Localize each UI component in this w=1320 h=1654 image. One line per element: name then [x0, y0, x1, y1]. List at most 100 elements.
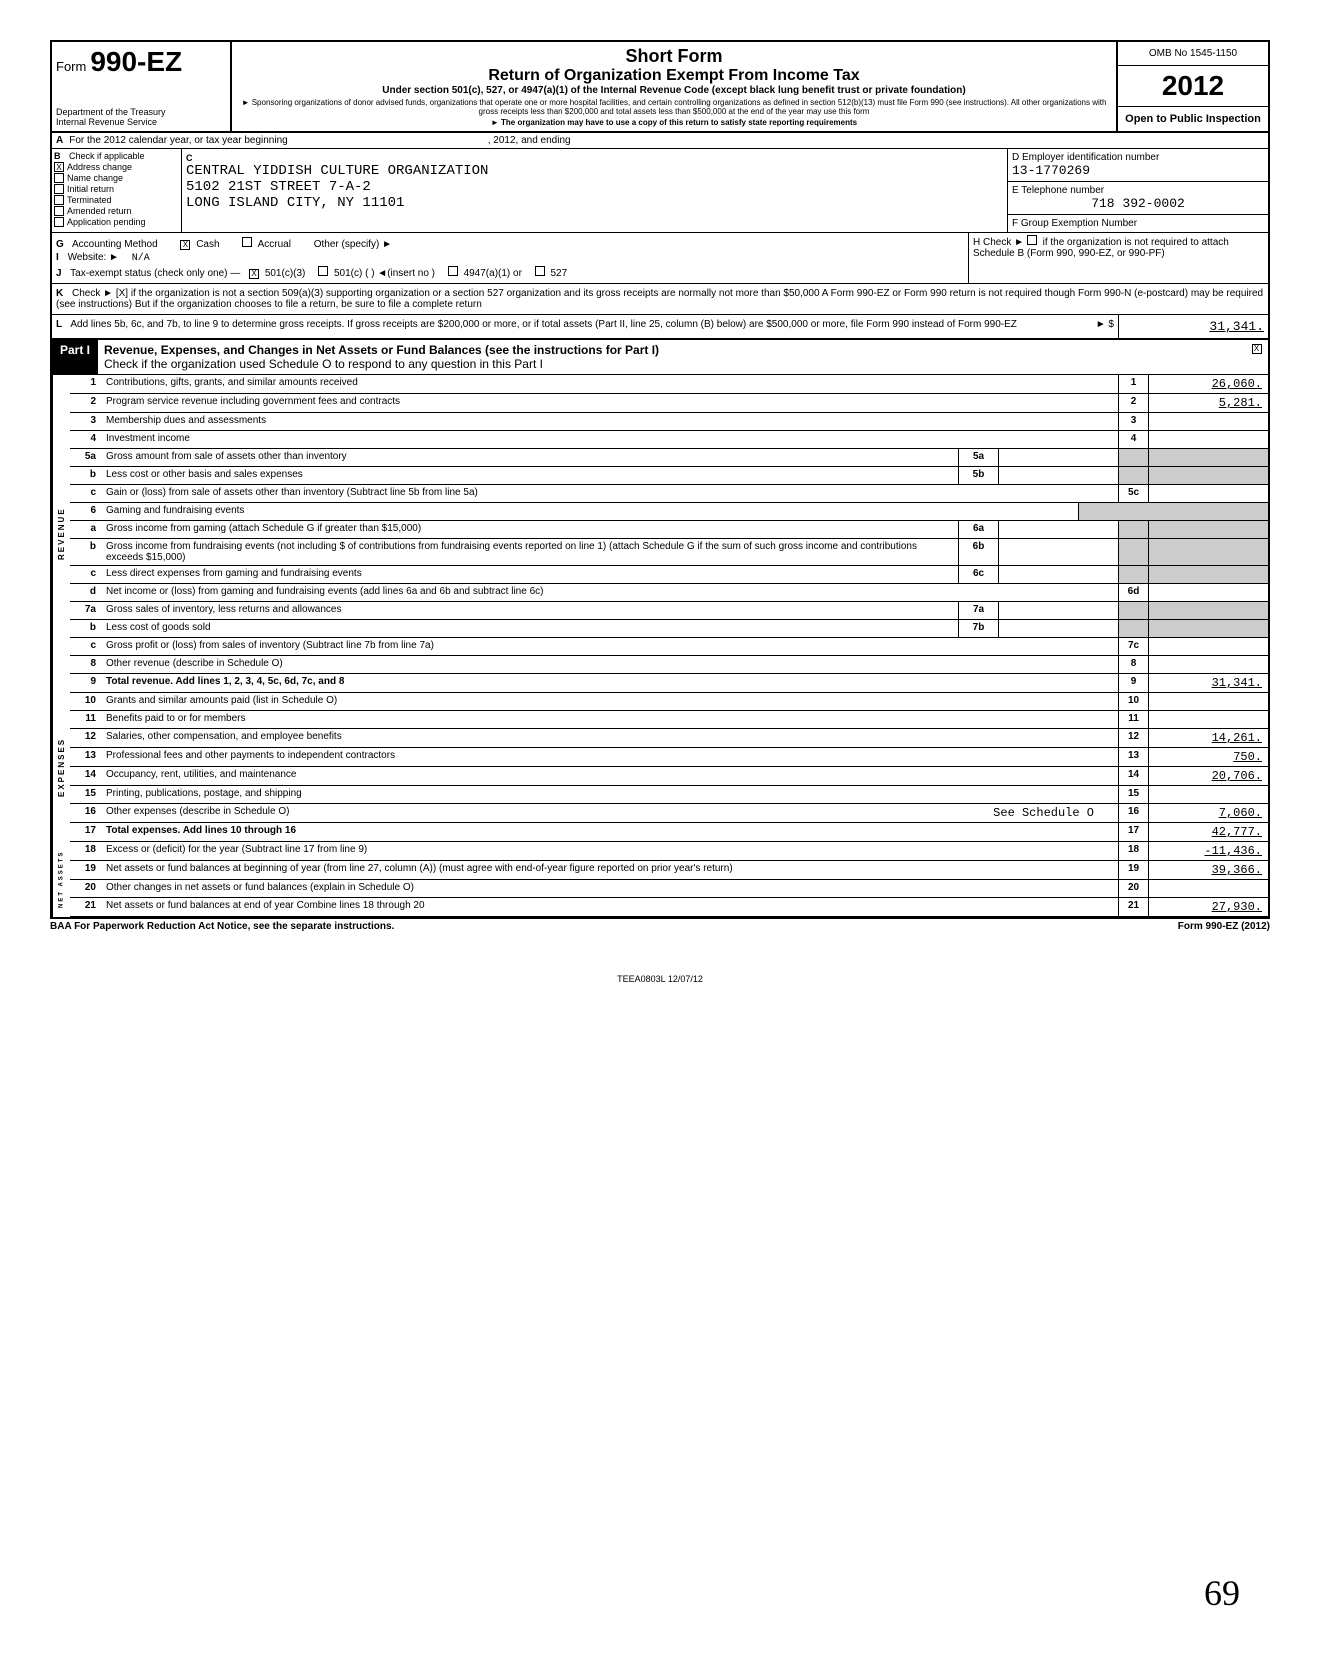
line-text: Gross income from gaming (attach Schedul…	[102, 521, 958, 538]
line-text: Gain or (loss) from sale of assets other…	[102, 485, 1118, 502]
end-num: 4	[1118, 431, 1148, 448]
line-text: Gaming and fundraising events	[102, 503, 1078, 520]
omb-number: OMB No 1545-1150	[1118, 42, 1268, 66]
footer-baa: BAA For Paperwork Reduction Act Notice, …	[50, 921, 394, 932]
form-header: Form 990-EZ Department of the Treasury I…	[52, 42, 1268, 133]
note-state: ► The organization may have to use a cop…	[240, 118, 1108, 127]
form-990ez: Form 990-EZ Department of the Treasury I…	[50, 40, 1270, 919]
line-text: Other changes in net assets or fund bala…	[102, 880, 1118, 897]
line-text: Professional fees and other payments to …	[102, 748, 1118, 766]
shaded-box	[1118, 602, 1148, 619]
side-expenses: EXPENSES	[52, 693, 70, 842]
line-number: 7a	[70, 602, 102, 619]
label-l: L	[56, 319, 62, 330]
end-num: 14	[1118, 767, 1148, 785]
line-number: c	[70, 638, 102, 655]
line-text: Gross sales of inventory, less returns a…	[102, 602, 958, 619]
line-row: 11Benefits paid to or for members11	[70, 711, 1268, 729]
end-val	[1148, 485, 1268, 502]
tax-year: 2012	[1118, 66, 1268, 107]
mid-val	[998, 467, 1118, 484]
end-val	[1148, 786, 1268, 803]
check-address-change[interactable]: XAddress change	[54, 162, 179, 172]
line-row: aGross income from gaming (attach Schedu…	[70, 521, 1268, 539]
mid-box: 6c	[958, 566, 998, 583]
check-name-change[interactable]: Name change	[54, 173, 179, 183]
form-number: 990-EZ	[90, 46, 182, 78]
part1-subtitle: Check if the organization used Schedule …	[104, 357, 543, 371]
line-row: 4Investment income4	[70, 431, 1268, 449]
shaded-box	[1118, 521, 1148, 538]
end-val: 5,281.	[1148, 394, 1268, 412]
line-text: Less direct expenses from gaming and fun…	[102, 566, 958, 583]
form-label: Form	[56, 59, 86, 74]
line-row: 8Other revenue (describe in Schedule O)8	[70, 656, 1268, 674]
line-number: 4	[70, 431, 102, 448]
check-initial-return[interactable]: Initial return	[54, 184, 179, 194]
end-val	[1148, 711, 1268, 728]
line-text: Membership dues and assessments	[102, 413, 1118, 430]
end-num: 16	[1118, 804, 1148, 822]
teea-code: TEEA0803L 12/07/12	[50, 974, 1270, 984]
mid-val	[998, 449, 1118, 466]
check-h[interactable]	[1027, 235, 1037, 245]
line-number: 2	[70, 394, 102, 412]
part1-header: Part I Revenue, Expenses, and Changes in…	[52, 340, 1268, 375]
line-text: Other revenue (describe in Schedule O)	[102, 656, 1118, 673]
line-number: 14	[70, 767, 102, 785]
line-text: Grants and similar amounts paid (list in…	[102, 693, 1118, 710]
end-num: 5c	[1118, 485, 1148, 502]
end-num: 20	[1118, 880, 1148, 897]
line-number: c	[70, 566, 102, 583]
row-l: L Add lines 5b, 6c, and 7b, to line 9 to…	[52, 315, 1268, 340]
col-c: C CENTRAL YIDDISH CULTURE ORGANIZATION 5…	[182, 149, 1008, 232]
org-addr1: 5102 21ST STREET 7-A-2	[186, 179, 1003, 195]
row-gijh: G Accounting Method X Cash Accrual Other…	[52, 233, 1268, 284]
end-num: 12	[1118, 729, 1148, 747]
end-val: 27,930.	[1148, 898, 1268, 916]
end-num: 17	[1118, 823, 1148, 841]
check-application-pending[interactable]: Application pending	[54, 217, 179, 227]
check-terminated[interactable]: Terminated	[54, 195, 179, 205]
shaded-val	[1148, 449, 1268, 466]
check-4947[interactable]	[448, 266, 458, 276]
check-cash[interactable]: X	[180, 240, 190, 250]
check-501c[interactable]	[318, 266, 328, 276]
shaded-val	[1148, 521, 1268, 538]
line-row: 14Occupancy, rent, utilities, and mainte…	[70, 767, 1268, 786]
line-number: 13	[70, 748, 102, 766]
line-row: 21Net assets or fund balances at end of …	[70, 898, 1268, 917]
expenses-section: EXPENSES 10Grants and similar amounts pa…	[52, 693, 1268, 842]
end-val	[1148, 431, 1268, 448]
label-a: A	[56, 135, 63, 146]
header-left: Form 990-EZ Department of the Treasury I…	[52, 42, 232, 131]
end-val	[1148, 638, 1268, 655]
check-527[interactable]	[535, 266, 545, 276]
line-text: Program service revenue including govern…	[102, 394, 1118, 412]
line-row: cGross profit or (loss) from sales of in…	[70, 638, 1268, 656]
line-row: 12Salaries, other compensation, and empl…	[70, 729, 1268, 748]
end-val: 20,706.	[1148, 767, 1268, 785]
check-501c3[interactable]: X	[249, 269, 259, 279]
line-number: b	[70, 620, 102, 637]
check-if-applicable: Check if applicable	[69, 151, 145, 161]
label-f: F Group Exemption Number	[1012, 218, 1264, 229]
part1-check[interactable]: X	[1252, 344, 1262, 354]
shaded-box	[1118, 620, 1148, 637]
l-arrow: ► $	[1096, 319, 1114, 330]
label-g: G	[56, 239, 64, 250]
line-row: 7aGross sales of inventory, less returns…	[70, 602, 1268, 620]
line-text: Benefits paid to or for members	[102, 711, 1118, 728]
label-c: C	[186, 153, 193, 163]
line-text: Less cost of goods sold	[102, 620, 958, 637]
line-row: 1Contributions, gifts, grants, and simil…	[70, 375, 1268, 394]
shaded-val	[1148, 539, 1268, 565]
check-amended[interactable]: Amended return	[54, 206, 179, 216]
line-text: Investment income	[102, 431, 1118, 448]
open-to-public: Open to Public Inspection	[1118, 107, 1268, 131]
label-j: J	[56, 268, 62, 279]
check-accrual[interactable]	[242, 237, 252, 247]
line-row: 20Other changes in net assets or fund ba…	[70, 880, 1268, 898]
line-number: 11	[70, 711, 102, 728]
line-number: 15	[70, 786, 102, 803]
